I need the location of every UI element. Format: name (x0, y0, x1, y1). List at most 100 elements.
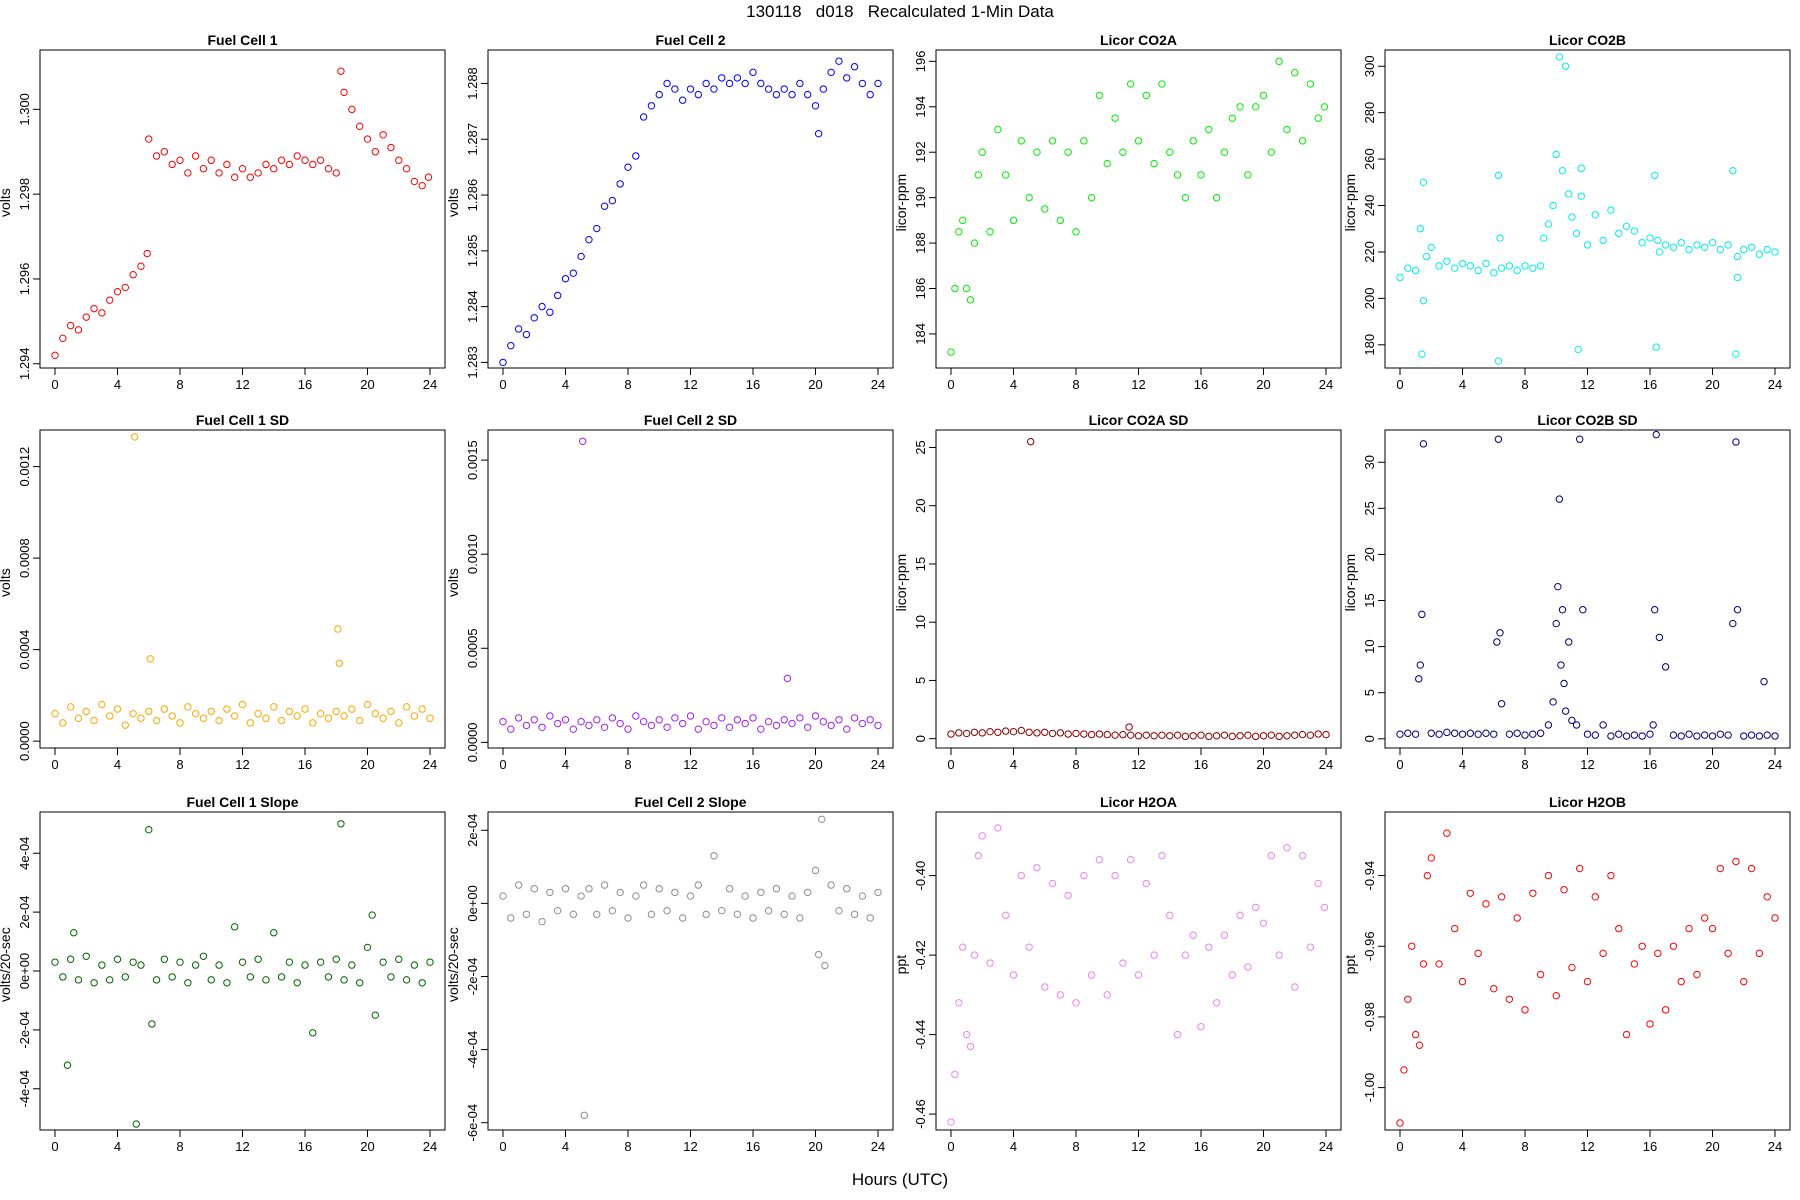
data-point (1655, 248, 1664, 256)
data-point (951, 284, 959, 293)
data-point (671, 888, 679, 897)
data-point (1771, 248, 1779, 256)
data-point (1497, 893, 1506, 901)
y-tick-label: 1.284 (465, 290, 480, 323)
y-tick-label: -0.40 (913, 861, 928, 891)
data-point (585, 721, 593, 730)
data-point (301, 156, 309, 164)
x-tick-label: 16 (1194, 377, 1208, 392)
data-point (98, 309, 106, 317)
y-tick-label: 1.288 (465, 67, 480, 100)
data-point (1669, 942, 1678, 950)
data-point (749, 914, 757, 922)
data-point (1685, 245, 1693, 254)
data-point (1458, 977, 1467, 986)
data-point (522, 721, 531, 730)
plot-frame (1384, 49, 1791, 369)
data-point (1669, 731, 1678, 739)
chart-panel: Fuel Cell 2 SD volts 0 4 8 12 16 20 24 0.0000 0.00… (445, 412, 894, 772)
y-tick-label: 0.0010 (465, 534, 480, 574)
data-point (1536, 262, 1545, 270)
data-point (1103, 730, 1111, 739)
y-tick-label: 2e-04 (17, 895, 32, 928)
data-point (1493, 638, 1501, 646)
data-point (1427, 729, 1435, 737)
data-point (1150, 159, 1158, 168)
x-tick-label: 8 (176, 1139, 183, 1154)
data-point (1615, 229, 1623, 238)
data-point (970, 728, 979, 736)
data-point (1763, 731, 1771, 739)
data-point (843, 74, 851, 82)
data-point (1119, 959, 1127, 967)
data-point (395, 955, 403, 963)
data-point (710, 85, 718, 93)
data-point (608, 196, 617, 205)
data-point (1607, 871, 1615, 880)
data-point (1212, 999, 1221, 1007)
panel-title: Fuel Cell 1 Slope (186, 794, 298, 810)
data-point (1747, 731, 1756, 739)
x-tick-label: 4 (562, 1139, 569, 1154)
data-point (1259, 919, 1268, 927)
data-point (1080, 730, 1088, 738)
data-point (1017, 726, 1026, 735)
data-point (1555, 53, 1564, 61)
data-point (1466, 729, 1475, 737)
data-point (678, 719, 687, 728)
data-point (1025, 728, 1033, 736)
data-point (835, 57, 843, 65)
data-point (788, 892, 796, 900)
data-point (1404, 264, 1412, 272)
data-point (1458, 259, 1467, 268)
data-point (796, 714, 804, 722)
data-point (1150, 951, 1158, 959)
data-point (1521, 262, 1529, 270)
data-point (686, 85, 695, 93)
data-point (947, 1118, 955, 1126)
data-point (418, 979, 426, 987)
data-point (207, 707, 215, 716)
data-point (1513, 914, 1521, 922)
data-point (1025, 943, 1033, 951)
data-point (82, 707, 90, 716)
data-point (725, 79, 734, 88)
data-point (1740, 732, 1748, 740)
data-point (1134, 971, 1143, 979)
data-point (148, 1020, 156, 1028)
data-point (850, 910, 859, 919)
y-axis-title: licor-ppm (893, 554, 909, 612)
data-point (309, 719, 317, 727)
data-point (1320, 103, 1329, 111)
data-point (332, 955, 340, 963)
data-point (593, 716, 601, 724)
data-point (105, 712, 114, 720)
data-point (530, 885, 538, 893)
data-point (1134, 137, 1143, 145)
data-point (51, 351, 59, 359)
data-point (1408, 942, 1416, 950)
data-point (230, 923, 239, 931)
data-point (1283, 732, 1291, 740)
x-tick-label: 4 (1010, 1139, 1017, 1154)
data-point (962, 284, 971, 293)
data-point (1474, 730, 1482, 738)
data-point (262, 160, 270, 169)
data-point (553, 291, 562, 300)
data-point (426, 958, 434, 966)
data-point (1615, 924, 1623, 933)
data-point (301, 961, 309, 969)
data-point (814, 950, 823, 959)
data-point (1607, 206, 1615, 214)
x-tick-label: 20 (1256, 377, 1270, 392)
data-point (858, 719, 867, 728)
data-point (1544, 871, 1553, 880)
data-point (1001, 171, 1010, 179)
data-point (1482, 729, 1490, 737)
data-point (1322, 730, 1330, 739)
data-point (309, 1029, 317, 1037)
data-point (772, 90, 781, 99)
y-axis-title: volts (445, 568, 461, 597)
data-point (1181, 732, 1190, 741)
data-point (1733, 252, 1742, 261)
